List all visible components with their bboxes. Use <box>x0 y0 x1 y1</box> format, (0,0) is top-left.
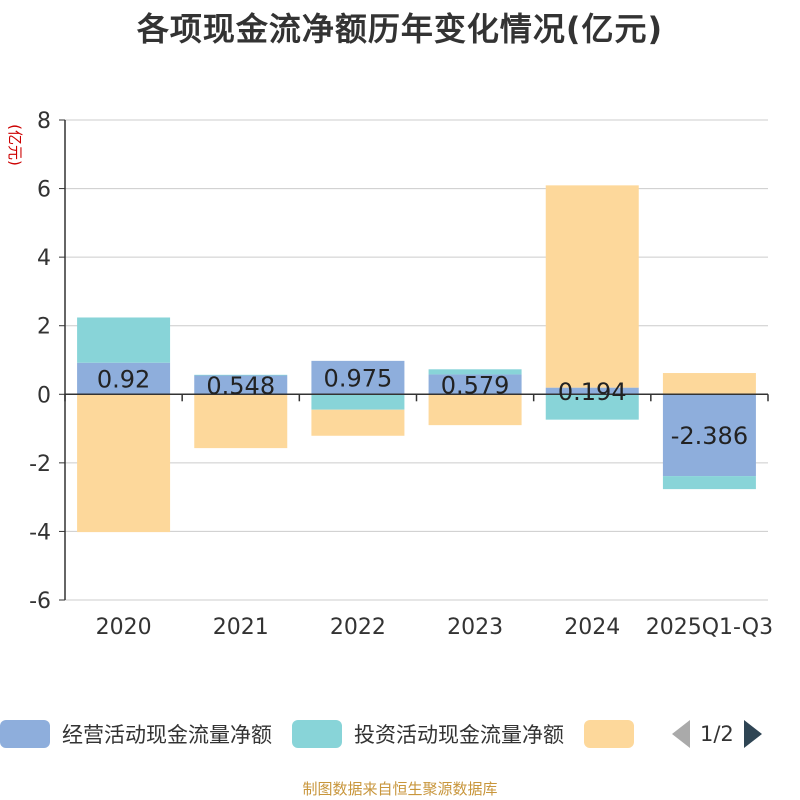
legend-pager: 1/2 <box>672 720 762 748</box>
y-tick-label: 0 <box>37 383 51 408</box>
legend: 经营活动现金流量净额 投资活动现金流量净额 1/2 <box>0 716 800 752</box>
data-label: 0.579 <box>441 371 510 399</box>
x-tick-label: 2020 <box>96 615 152 640</box>
y-tick-label: -6 <box>29 589 51 614</box>
legend-swatch <box>584 720 634 748</box>
y-tick-label: 6 <box>37 178 51 203</box>
bar-1-3 <box>428 369 522 375</box>
data-label: 0.92 <box>97 366 150 394</box>
gridlines <box>65 119 768 601</box>
x-tick-label: 2025Q1-Q3 <box>646 615 773 640</box>
y-tick-label: -2 <box>29 452 51 477</box>
bar-2-0 <box>77 394 171 533</box>
pager-prev-icon[interactable] <box>672 720 690 748</box>
bar-0-0 <box>77 362 171 395</box>
legend-label: 经营活动现金流量净额 <box>62 723 272 747</box>
axes: (亿元) -6 -4 -2 0 2 4 6 8 2020 2021 2022 2023 2024 2025Q… <box>6 109 773 640</box>
bar-chart: (亿元) -6 -4 -2 0 2 4 6 8 2020 2021 2022 2023 2024 2025Q… <box>6 109 773 640</box>
bar-2-5 <box>662 373 756 395</box>
bar-0-3 <box>428 374 522 395</box>
data-label: 0.548 <box>206 372 275 400</box>
pager-next-icon[interactable] <box>743 720 762 748</box>
legend-item-investing[interactable]: 投资活动现金流量净额 <box>292 719 564 749</box>
bar-2-3 <box>428 394 522 426</box>
x-tick-label: 2023 <box>447 615 503 640</box>
bar-0-1 <box>194 375 288 395</box>
bar-0-2 <box>311 360 405 395</box>
data-label: 0.194 <box>558 378 627 406</box>
y-tick-label: -4 <box>29 520 51 545</box>
bar-1-2 <box>311 394 405 410</box>
legend-item-financing[interactable] <box>584 720 646 748</box>
data-label: -2.386 <box>671 422 748 450</box>
bar-2-1 <box>194 394 288 449</box>
bar-2-2 <box>311 409 405 436</box>
legend-item-operating[interactable]: 经营活动现金流量净额 <box>0 719 272 749</box>
pager-page-text: 1/2 <box>700 722 734 746</box>
bar-1-1 <box>194 374 288 376</box>
source-note: 制图数据来自恒生聚源数据库 <box>302 780 498 798</box>
x-tick-label: 2024 <box>564 615 620 640</box>
y-tick-label: 2 <box>37 315 51 340</box>
legend-swatch <box>292 720 342 748</box>
bar-1-0 <box>77 317 171 363</box>
legend-swatch <box>0 720 50 748</box>
data-labels: 0.92 0.548 0.975 0.579 0.194 -2.386 <box>97 365 748 451</box>
bars <box>77 185 756 533</box>
legend-label: 投资活动现金流量净额 <box>354 723 564 747</box>
bar-1-4 <box>545 394 639 420</box>
x-tick-label: 2021 <box>213 615 269 640</box>
bar-1-5 <box>662 476 756 490</box>
y-axis-label: (亿元) <box>6 124 24 166</box>
bar-2-4 <box>545 185 639 388</box>
chart-title: 各项现金流净额历年变化情况(亿元) <box>136 10 664 48</box>
y-tick-label: 4 <box>37 246 51 271</box>
bar-0-5 <box>662 394 756 477</box>
bar-0-4 <box>545 387 639 395</box>
data-label: 0.975 <box>324 365 393 393</box>
x-tick-label: 2022 <box>330 615 386 640</box>
y-tick-label: 8 <box>37 109 51 134</box>
